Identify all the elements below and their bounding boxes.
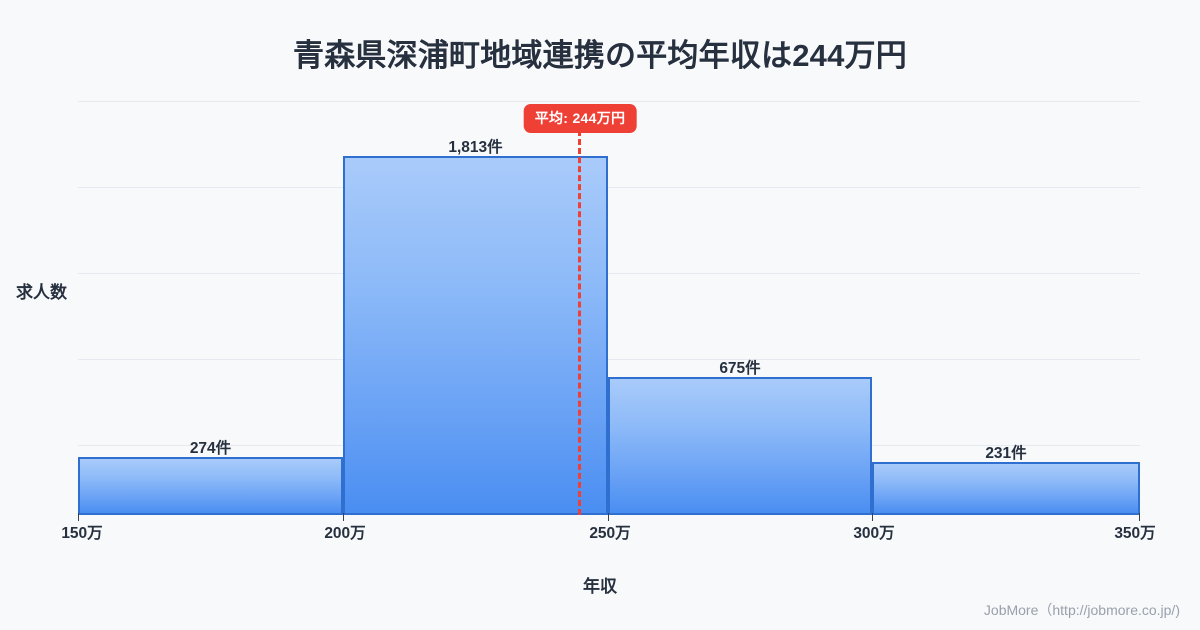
x-tick-label-250: 250万 [589,525,631,542]
y-axis-label: 求人数 [16,283,67,302]
bar-300-350[interactable] [872,462,1140,513]
average-badge: 平均: 244万円 [523,104,637,133]
bar-value-label-200-250: 1,813件 [448,139,503,156]
x-tick [343,513,344,521]
x-tick-label-150: 150万 [61,525,103,542]
gridline [78,359,1140,360]
x-tick [608,513,609,521]
bar-series [78,95,1140,513]
bar-250-300[interactable] [608,377,872,513]
average-line [578,130,581,515]
bar-200-250[interactable] [343,156,608,513]
bar-value-label-250-300: 675件 [719,360,761,377]
x-tick-label-300: 300万 [853,525,895,542]
gridline [78,101,1140,102]
watermark-credit: JobMore（http://jobmore.co.jp/) [983,602,1180,618]
x-tick-label-350: 350万 [1114,525,1156,542]
bar-150-200[interactable] [78,457,343,513]
x-tick [78,513,79,521]
x-tick [872,513,873,521]
bar-value-label-300-350: 231件 [985,445,1027,462]
bar-value-label-150-200: 274件 [189,440,232,457]
gridline [78,273,1140,274]
x-tick-label-200: 200万 [324,525,366,542]
x-tick [1139,513,1140,521]
x-axis-baseline [78,513,1140,515]
gridline [78,187,1140,188]
page-title: 青森県深浦町地域連携の平均年収は244万円 [293,38,907,73]
x-axis-label: 年収 [583,577,617,596]
